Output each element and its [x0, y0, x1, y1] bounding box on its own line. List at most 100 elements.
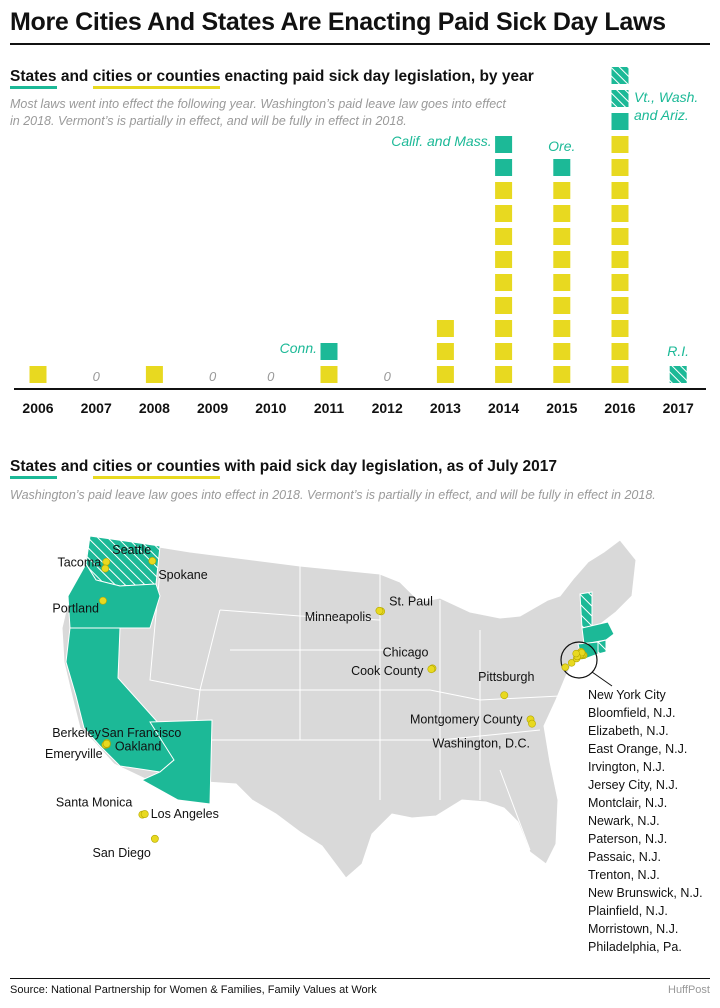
- state-borders: [149, 566, 561, 851]
- bar-square-2015-5: [553, 274, 571, 291]
- city-label: Minneapolis: [305, 610, 372, 624]
- x-tick-label: 2007: [81, 400, 112, 416]
- bar-square-2015-8: [553, 205, 571, 222]
- bar-square-2014-3: [495, 320, 513, 337]
- bar-square-2014-5: [495, 274, 513, 291]
- bar-square-2016-12: [611, 113, 629, 130]
- nj-list-item: Jersey City, N.J.: [588, 778, 678, 792]
- bar-square-2013-1: [436, 366, 454, 383]
- bar-square-2016-11: [611, 136, 629, 153]
- bar-square-2016-3: [611, 320, 629, 337]
- bar-square-2014-2: [495, 343, 513, 360]
- heading-rest: enacting paid sick day legislation, by y…: [220, 68, 534, 85]
- nj-list-item: East Orange, N.J.: [588, 742, 687, 756]
- city-label: Los Angeles: [151, 807, 219, 821]
- bar-square-2016-6: [611, 251, 629, 268]
- state-oregon: [67, 563, 161, 629]
- x-tick-label: 2015: [546, 400, 577, 416]
- city-dot-nj: [572, 649, 580, 658]
- city-dot: [427, 665, 436, 674]
- city-label: Chicago: [383, 645, 429, 659]
- bar-chart: 0 0 0 0 Conn. Calif. and Mass. Ore. Vt., Wash.…: [14, 67, 706, 416]
- map-heading-and: and: [56, 458, 93, 475]
- bar-square-2015-4: [553, 297, 571, 314]
- city-dot: [140, 810, 149, 818]
- heading-cities: cities or counties: [92, 68, 221, 89]
- city-label: Pittsburgh: [478, 670, 534, 684]
- city-label: Portland: [52, 602, 99, 616]
- city-dot: [150, 834, 159, 843]
- bar-square-2015-1: [553, 366, 571, 383]
- chart-heading: States and cities or counties enacting p…: [10, 68, 534, 89]
- bar-square-2015-2: [553, 343, 571, 360]
- bar-square-2006-1: [29, 366, 47, 383]
- state-california: [65, 627, 175, 773]
- bar-square-2014-4: [495, 297, 513, 314]
- city-label: Seattle: [112, 543, 151, 557]
- city-label: San Diego: [93, 846, 151, 860]
- bar-square-2014-8: [495, 205, 513, 222]
- bar-square-2014-10: [495, 159, 513, 176]
- x-tick-label: 2012: [372, 400, 403, 416]
- city-dot: [99, 596, 107, 605]
- city-dot: [528, 719, 536, 728]
- nj-list-item: Trenton, N.J.: [588, 868, 660, 882]
- annotation-2015: Ore.: [548, 138, 575, 154]
- bar-square-2016-4: [611, 297, 629, 314]
- city-label: Oakland: [115, 739, 162, 753]
- city-label: Berkeley: [52, 726, 101, 740]
- city-dot-nj: [567, 659, 576, 667]
- zero-label: 0: [267, 369, 275, 384]
- nj-leader-line: [591, 671, 613, 687]
- nj-list-item: Montclair, N.J.: [588, 796, 667, 810]
- bar-square-2016-7: [611, 228, 629, 245]
- state-rhode-island: [597, 639, 607, 655]
- x-tick-label: 2013: [430, 400, 461, 416]
- bar-square-2016-1: [611, 366, 629, 383]
- x-tick-label: 2017: [663, 400, 694, 416]
- us-map: Seattle Tacoma Spokane Portland San Francisc…: [45, 535, 703, 954]
- brand-logo: HuffPost: [668, 984, 710, 996]
- city-label: Emeryville: [45, 747, 103, 761]
- bar-square-2017-1: [669, 366, 687, 383]
- annotation-2011: Conn.: [280, 340, 317, 356]
- nj-list-item: Paterson, N.J.: [588, 832, 667, 846]
- zero-label: 0: [384, 369, 392, 384]
- map-heading: States and cities or counties with paid …: [10, 458, 558, 479]
- bar-square-2016-13: [611, 90, 629, 107]
- city-label: Washington, D.C.: [433, 737, 531, 751]
- state-massachusetts: [581, 621, 615, 645]
- x-tick-label: 2006: [22, 400, 53, 416]
- bar-square-2014-1: [495, 366, 513, 383]
- annotation-2017: R.I.: [667, 343, 689, 359]
- city-label: Spokane: [158, 568, 207, 582]
- map-note: Washington’s paid leave law goes into ef…: [10, 488, 656, 502]
- bar-square-2016-9: [611, 182, 629, 199]
- zero-label: 0: [93, 369, 101, 384]
- x-tick-label: 2011: [314, 400, 345, 416]
- city-dot: [102, 739, 111, 748]
- city-label: St. Paul: [389, 594, 433, 608]
- bar-square-2008-1: [145, 366, 163, 383]
- map-heading-states: States: [10, 458, 57, 479]
- heading-and: and: [56, 68, 93, 85]
- x-tick-label: 2016: [604, 400, 635, 416]
- bar-square-2015-7: [553, 228, 571, 245]
- city-dot: [102, 557, 111, 566]
- annotation-2016: Vt., Wash. and Ariz.: [634, 89, 698, 123]
- nj-list-item: Morristown, N.J.: [588, 922, 678, 936]
- page-title: More Cities And States Are Enacting Paid…: [10, 8, 666, 36]
- map-heading-rest: with paid sick day legislation, as of Ju…: [220, 458, 558, 475]
- city-dot: [500, 691, 509, 700]
- bar-square-2014-9: [495, 182, 513, 199]
- nj-list-item: Irvington, N.J.: [588, 760, 665, 774]
- nj-list-item: Passaic, N.J.: [588, 850, 661, 864]
- x-tick-label: 2010: [255, 400, 286, 416]
- city-label: Montgomery County: [410, 712, 523, 726]
- bar-square-2016-8: [611, 205, 629, 222]
- city-label: Tacoma: [57, 556, 101, 570]
- bar-square-2014-11: [495, 136, 513, 153]
- nj-list-item: Bloomfield, N.J.: [588, 706, 676, 720]
- city-dot-nj: [561, 663, 569, 671]
- x-tick-label: 2009: [197, 400, 228, 416]
